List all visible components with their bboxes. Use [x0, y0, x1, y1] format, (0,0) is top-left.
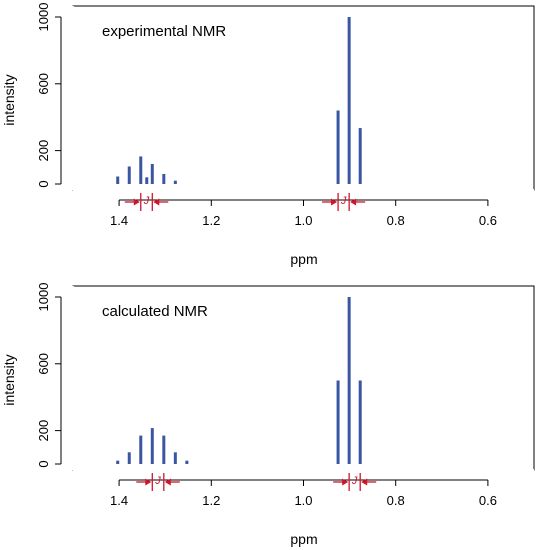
x-tick-label: 1.0 — [294, 213, 312, 228]
arrow-head — [331, 198, 338, 206]
coupling-label: J — [340, 195, 347, 207]
arrow-head — [164, 478, 171, 486]
x-tick-label: 0.6 — [479, 493, 497, 508]
x-tick-label: 1.0 — [294, 493, 312, 508]
x-axis-title: ppm — [290, 251, 317, 267]
y-tick-label: 1000 — [36, 3, 51, 32]
y-tick-label: 0 — [36, 460, 51, 467]
coupling-marker: J — [136, 473, 180, 491]
y-tick-label: 200 — [36, 140, 51, 162]
x-tick-label: 1.2 — [202, 213, 220, 228]
chart-title: calculated NMR — [102, 303, 208, 320]
arrow-head — [133, 198, 140, 206]
arrow-head — [153, 198, 160, 206]
arrow-head — [145, 478, 152, 486]
arrow-head — [342, 478, 349, 486]
y-tick-label: 600 — [36, 353, 51, 375]
x-axis-title: ppm — [290, 531, 317, 547]
x-tick-label: 0.6 — [479, 213, 497, 228]
y-tick-label: 0 — [36, 180, 51, 187]
chart-title: experimental NMR — [102, 23, 226, 40]
y-tick-label: 200 — [36, 420, 51, 442]
coupling-label: J — [143, 195, 150, 207]
y-tick-label: 600 — [36, 73, 51, 95]
coupling-label: J — [154, 475, 161, 487]
x-tick-label: 0.8 — [387, 213, 405, 228]
coupling-marker: J — [322, 193, 366, 211]
arrow-head — [350, 198, 357, 206]
chart-panel-2: calculated NMR 0 200 600 1000 intensity 1.4 1.2… — [1, 283, 535, 547]
x-tick-label: 0.8 — [387, 493, 405, 508]
coupling-marker: J — [124, 193, 169, 211]
x-tick-label: 1.4 — [110, 493, 128, 508]
coupling-marker: J — [333, 473, 377, 491]
chart-panel-1: experimental NMR 0 200 600 1000 intensity 1.4 1… — [1, 3, 535, 267]
y-tick-label: 1000 — [36, 283, 51, 312]
y-axis-title: intensity — [1, 354, 17, 405]
coupling-label: J — [351, 475, 358, 487]
arrow-head — [361, 478, 368, 486]
x-tick-label: 1.2 — [202, 493, 220, 508]
x-tick-label: 1.4 — [110, 213, 128, 228]
y-axis-title: intensity — [1, 74, 17, 125]
